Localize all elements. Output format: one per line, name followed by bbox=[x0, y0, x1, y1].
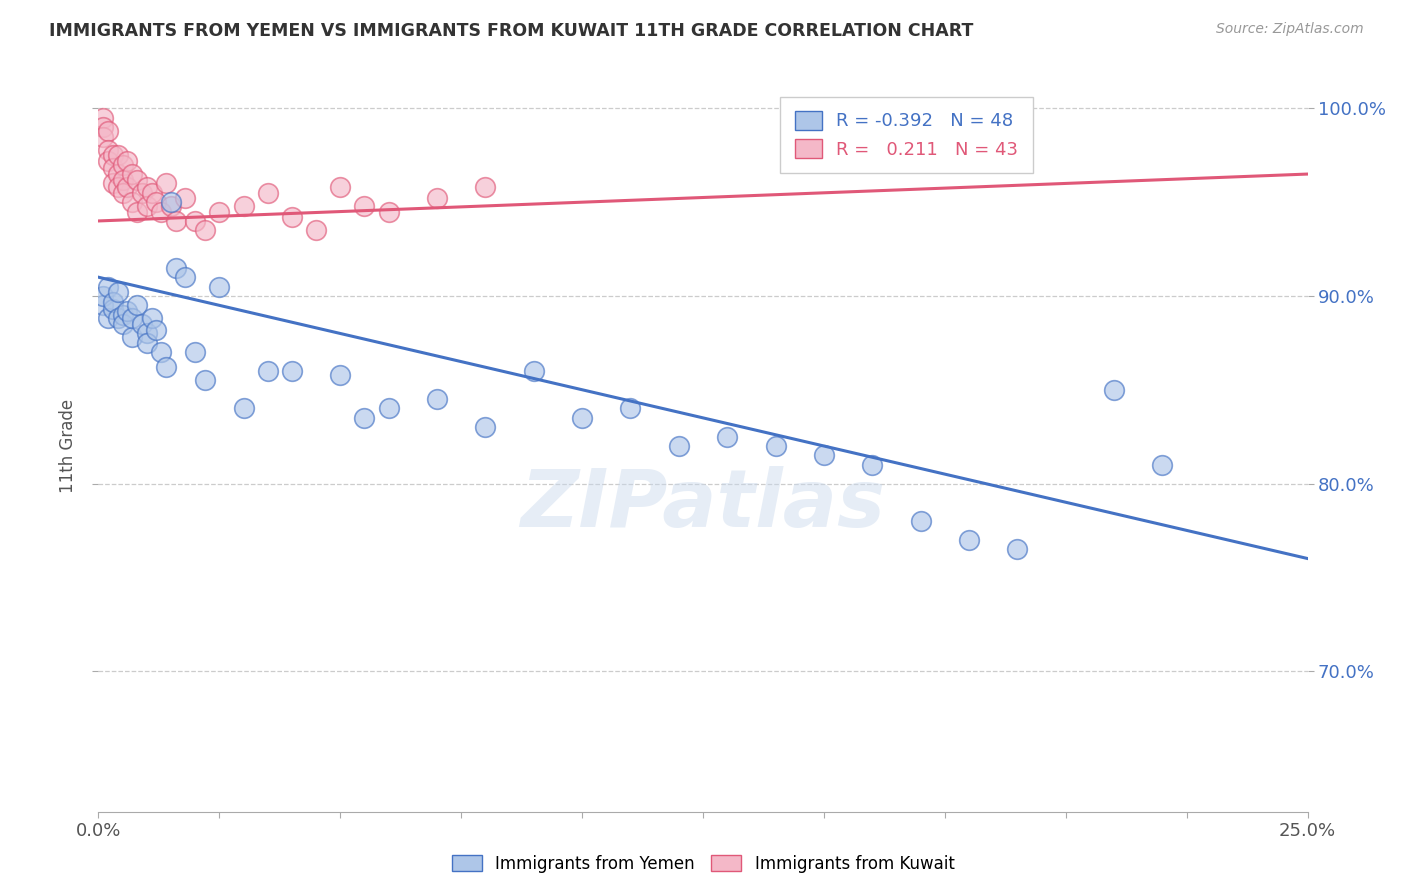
Point bbox=[957, 533, 980, 547]
Point bbox=[155, 360, 177, 375]
Point bbox=[256, 186, 278, 200]
Point bbox=[91, 120, 114, 135]
Point bbox=[145, 323, 167, 337]
Point bbox=[141, 311, 163, 326]
Point bbox=[160, 199, 183, 213]
Y-axis label: 11th Grade: 11th Grade bbox=[59, 399, 77, 493]
Point bbox=[329, 180, 352, 194]
Point bbox=[765, 439, 787, 453]
Point bbox=[117, 180, 139, 194]
Point bbox=[1102, 383, 1125, 397]
Point bbox=[127, 172, 149, 186]
Point bbox=[111, 317, 134, 331]
Point bbox=[91, 289, 114, 303]
Point bbox=[97, 311, 120, 326]
Point bbox=[121, 330, 143, 344]
Point bbox=[194, 373, 217, 387]
Point bbox=[860, 458, 883, 472]
Point bbox=[165, 260, 187, 275]
Point bbox=[174, 191, 197, 205]
Point bbox=[668, 439, 690, 453]
Point bbox=[91, 111, 114, 125]
Point bbox=[107, 285, 129, 300]
Point bbox=[127, 298, 149, 312]
Point bbox=[111, 308, 134, 322]
Legend: Immigrants from Yemen, Immigrants from Kuwait: Immigrants from Yemen, Immigrants from K… bbox=[444, 848, 962, 880]
Point bbox=[150, 204, 173, 219]
Point bbox=[107, 148, 129, 162]
Point bbox=[91, 129, 114, 144]
Point bbox=[145, 195, 167, 210]
Point bbox=[135, 199, 157, 213]
Point bbox=[121, 311, 143, 326]
Point bbox=[910, 514, 932, 528]
Point bbox=[194, 223, 217, 237]
Point bbox=[184, 214, 207, 228]
Point bbox=[107, 180, 129, 194]
Point bbox=[101, 161, 124, 176]
Point bbox=[131, 317, 153, 331]
Point bbox=[426, 191, 449, 205]
Point bbox=[97, 153, 120, 168]
Point bbox=[353, 199, 375, 213]
Point bbox=[353, 410, 375, 425]
Text: ZIPatlas: ZIPatlas bbox=[520, 466, 886, 543]
Point bbox=[155, 177, 177, 191]
Point bbox=[184, 345, 207, 359]
Point bbox=[101, 294, 124, 309]
Point bbox=[135, 180, 157, 194]
Point bbox=[97, 143, 120, 157]
Point bbox=[150, 345, 173, 359]
Point bbox=[813, 449, 835, 463]
Point bbox=[101, 302, 124, 317]
Point bbox=[97, 124, 120, 138]
Point bbox=[107, 167, 129, 181]
Text: IMMIGRANTS FROM YEMEN VS IMMIGRANTS FROM KUWAIT 11TH GRADE CORRELATION CHART: IMMIGRANTS FROM YEMEN VS IMMIGRANTS FROM… bbox=[49, 22, 973, 40]
Point bbox=[107, 311, 129, 326]
Point bbox=[97, 279, 120, 293]
Point bbox=[174, 270, 197, 285]
Point bbox=[232, 401, 254, 416]
Legend: R = -0.392   N = 48, R =   0.211   N = 43: R = -0.392 N = 48, R = 0.211 N = 43 bbox=[780, 96, 1032, 173]
Point bbox=[329, 368, 352, 382]
Point bbox=[91, 298, 114, 312]
Point bbox=[1152, 458, 1174, 472]
Point bbox=[232, 199, 254, 213]
Point bbox=[281, 210, 304, 224]
Point bbox=[131, 186, 153, 200]
Point bbox=[111, 172, 134, 186]
Point bbox=[117, 153, 139, 168]
Text: Source: ZipAtlas.com: Source: ZipAtlas.com bbox=[1216, 22, 1364, 37]
Point bbox=[426, 392, 449, 406]
Point bbox=[160, 195, 183, 210]
Point bbox=[377, 204, 399, 219]
Point bbox=[127, 204, 149, 219]
Point bbox=[121, 167, 143, 181]
Point bbox=[141, 186, 163, 200]
Point bbox=[619, 401, 641, 416]
Point bbox=[135, 326, 157, 341]
Point bbox=[111, 158, 134, 172]
Point bbox=[474, 420, 496, 434]
Point bbox=[208, 279, 231, 293]
Point bbox=[523, 364, 546, 378]
Point bbox=[1007, 542, 1029, 557]
Point bbox=[101, 177, 124, 191]
Point bbox=[474, 180, 496, 194]
Point bbox=[111, 186, 134, 200]
Point bbox=[571, 410, 593, 425]
Point bbox=[208, 204, 231, 219]
Point bbox=[281, 364, 304, 378]
Point bbox=[117, 304, 139, 318]
Point bbox=[165, 214, 187, 228]
Point bbox=[377, 401, 399, 416]
Point bbox=[101, 148, 124, 162]
Point bbox=[121, 195, 143, 210]
Point bbox=[305, 223, 328, 237]
Point bbox=[135, 335, 157, 350]
Point bbox=[256, 364, 278, 378]
Point bbox=[716, 429, 738, 443]
